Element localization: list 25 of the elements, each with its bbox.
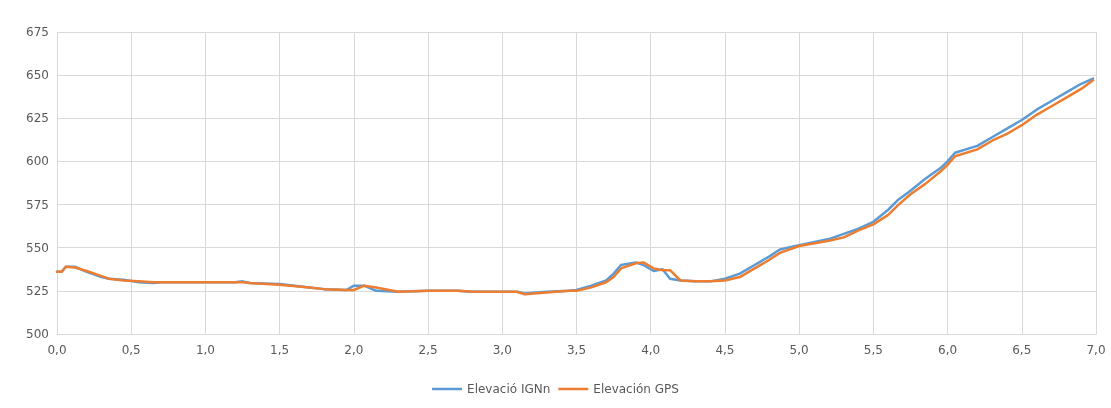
x-tick-label: 2,5 bbox=[418, 343, 438, 357]
x-tick-label: 2,0 bbox=[344, 343, 364, 357]
y-tick-label: 600 bbox=[26, 154, 49, 169]
x-tick-label: 3,0 bbox=[492, 343, 512, 357]
legend-label: Elevación GPS bbox=[593, 382, 679, 396]
y-tick-label: 550 bbox=[26, 240, 49, 255]
x-tick-label: 4,0 bbox=[641, 343, 661, 357]
x-tick-label: 6,5 bbox=[1012, 343, 1032, 357]
y-tick-label: 500 bbox=[26, 327, 49, 341]
x-tick-label: 0,0 bbox=[47, 343, 67, 357]
x-tick-label: 3,5 bbox=[566, 343, 587, 357]
y-tick-label: 525 bbox=[26, 283, 49, 298]
x-tick-label: 0,5 bbox=[121, 343, 141, 357]
x-tick-label: 1,0 bbox=[195, 343, 215, 357]
x-tick-label: 5,0 bbox=[789, 343, 809, 357]
x-tick-label: 6,0 bbox=[938, 343, 958, 357]
legend-label: Elevació IGNn bbox=[467, 382, 551, 396]
x-tick-label: 1,5 bbox=[270, 343, 290, 357]
y-tick-label: 625 bbox=[26, 111, 49, 126]
x-tick-label: 5,5 bbox=[863, 343, 883, 357]
y-tick-label: 675 bbox=[26, 25, 49, 39]
x-tick-label: 7,0 bbox=[1086, 343, 1106, 357]
y-tick-label: 650 bbox=[26, 68, 49, 83]
y-tick-label: 575 bbox=[26, 197, 49, 212]
x-tick-label: 4,5 bbox=[715, 343, 735, 357]
